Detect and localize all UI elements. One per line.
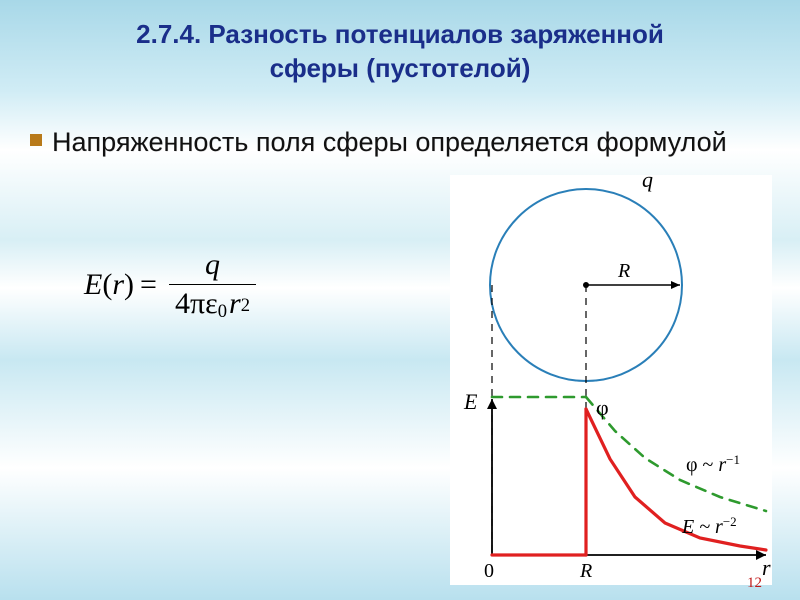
svg-text:R: R — [617, 260, 630, 282]
formula-r: r — [112, 268, 124, 302]
svg-text:R: R — [579, 560, 592, 582]
formula-num: q — [199, 248, 226, 284]
title-line1-text: 2.7.4. Разность потенциалов заряженной — [136, 19, 664, 49]
page-number: 12 — [747, 575, 762, 592]
body-text: Напряженность поля сферы определяется фо… — [52, 124, 727, 160]
body-row: Напряженность поля сферы определяется фо… — [0, 96, 800, 160]
formula-E: E — [84, 268, 102, 302]
svg-text:E: E — [463, 389, 478, 414]
title-line2-text: сферы (пустотелой) — [270, 53, 531, 83]
svg-text:0: 0 — [484, 560, 494, 582]
bullet-icon — [30, 134, 42, 146]
title-line1: 2.7.4. Разность потенциалов заряженной — [40, 18, 760, 52]
svg-text:φ: φ — [596, 395, 609, 420]
diagram: qREφ0Rrφ ~ r−1E ~ r−2 — [410, 175, 780, 593]
formula: E(r) = q 4πε0r2 — [84, 248, 258, 321]
formula-fraction: q 4πε0r2 — [169, 248, 256, 321]
title-line2: сферы (пустотелой) — [40, 52, 760, 86]
formula-den: 4πε0r2 — [169, 285, 256, 321]
svg-text:q: q — [642, 175, 653, 192]
svg-text:r: r — [762, 555, 771, 580]
